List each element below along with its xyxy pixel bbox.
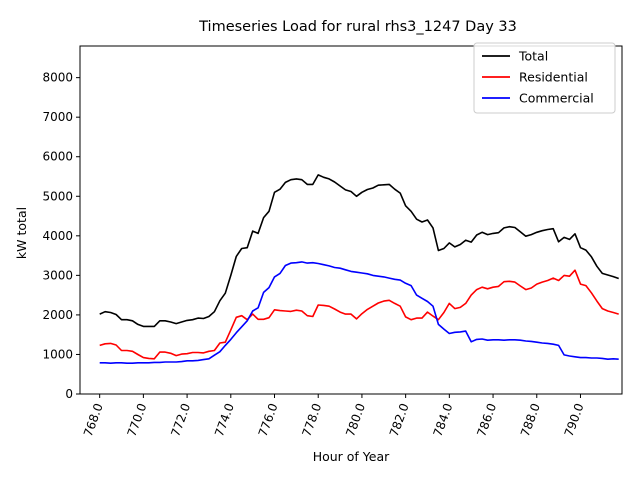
y-tick-label: 4000: [42, 229, 73, 243]
y-axis-label: kW total: [14, 207, 29, 259]
x-tick-label: 770.0: [125, 401, 150, 438]
y-tick-label: 3000: [42, 268, 73, 282]
y-tick-label: 1000: [42, 347, 73, 361]
x-tick-label: 780.0: [343, 401, 368, 438]
y-tick-label: 2000: [42, 308, 73, 322]
x-tick-label: 790.0: [562, 401, 587, 438]
series-line-residential: [99, 269, 619, 360]
y-tick-label: 8000: [42, 71, 73, 85]
x-tick-label: 778.0: [299, 401, 324, 438]
legend-box: [473, 42, 616, 114]
legend-label-residential: Residential: [519, 70, 588, 85]
legend-label-total: Total: [518, 49, 548, 64]
plot-area-frame: [79, 45, 623, 395]
series-line-commercial: [99, 261, 619, 365]
y-tick-label: 0: [65, 387, 73, 401]
x-tick-label: 774.0: [212, 401, 237, 438]
series-layer: [99, 174, 619, 365]
y-tick-label: 5000: [42, 189, 73, 203]
x-tick-label: 788.0: [518, 401, 543, 438]
y-axis-ticks: 0 1000 2000 3000 4000 5000 6000 7000 8000: [42, 71, 80, 401]
y-tick-label: 6000: [42, 150, 73, 164]
x-tick-label: 786.0: [474, 401, 499, 438]
legend: Total Residential Commercial: [473, 42, 616, 114]
series-line-total: [99, 174, 619, 328]
y-tick-label: 7000: [42, 110, 73, 124]
x-axis-ticks: 768.0 770.0 772.0 774.0 776.0 778.0 780.0 782.0…: [81, 394, 587, 439]
x-tick-label: 768.0: [81, 401, 106, 438]
x-axis-label: Hour of Year: [313, 449, 390, 464]
x-tick-label: 772.0: [168, 401, 193, 438]
legend-label-commercial: Commercial: [519, 91, 594, 106]
x-tick-label: 776.0: [256, 401, 281, 438]
chart-title: Timeseries Load for rural rhs3_1247 Day …: [198, 19, 517, 35]
x-tick-label: 784.0: [431, 401, 456, 438]
x-tick-label: 782.0: [387, 401, 412, 438]
